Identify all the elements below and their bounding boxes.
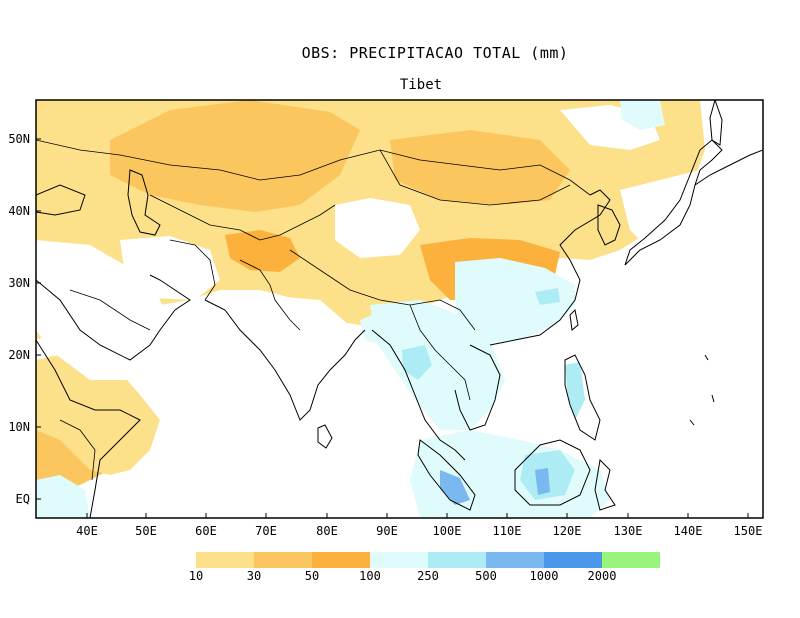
precip-region-white-japan-sea — [620, 160, 763, 265]
lon-tick-labels: 40E 50E 60E 70E 80E 90E 100E 110E 120E 1… — [76, 524, 762, 538]
precip-region-light-yellow-africa — [36, 350, 160, 475]
legend-label: 2000 — [587, 569, 617, 583]
lon-label: 150E — [734, 524, 763, 538]
lon-label: 130E — [614, 524, 643, 538]
legend-colorbar — [196, 552, 660, 568]
border-iran-afghan — [169, 239, 216, 301]
precip-region-cyan-indochina — [370, 300, 505, 430]
lon-label: 120E — [553, 524, 582, 538]
precip-region-cyan-east-africa — [36, 475, 90, 518]
lat-label: 20N — [8, 348, 30, 362]
coast-sumatra — [417, 439, 476, 511]
border-himalaya — [289, 249, 476, 331]
coast-pacific-islands — [689, 354, 715, 426]
lat-label: 40N — [8, 204, 30, 218]
coast-japan — [624, 139, 723, 266]
legend-label: 250 — [417, 569, 439, 583]
coast-china-east — [489, 189, 611, 346]
legend-label: 50 — [304, 569, 320, 583]
coast-sulawesi — [594, 458, 616, 511]
lat-label: EQ — [16, 492, 30, 506]
legend-label: 100 — [359, 569, 381, 583]
legend-label: 1000 — [529, 569, 559, 583]
lat-label: 50N — [8, 132, 30, 146]
legend-swatch — [544, 552, 602, 568]
legend-swatch — [196, 552, 254, 568]
lon-label: 70E — [255, 524, 277, 538]
country-borders — [36, 139, 591, 481]
coast-sri-lanka — [317, 424, 333, 449]
precip-region-cyan-south-china — [455, 258, 575, 345]
legend-label: 30 — [246, 569, 262, 583]
coast-borneo — [514, 439, 591, 506]
map-title: OBS: PRECIPITACAO TOTAL (mm) — [301, 44, 569, 62]
coastlines — [36, 100, 763, 518]
coast-sakhalin — [709, 100, 723, 146]
precip-region-blue-myanmar — [402, 345, 432, 380]
precip-region-orange-central-asia — [110, 100, 360, 212]
legend-label: 10 — [188, 569, 204, 583]
legend-swatch — [602, 552, 660, 568]
legend-swatch — [428, 552, 486, 568]
coast-caspian — [127, 169, 161, 236]
coast-ne-asia — [694, 149, 763, 186]
coast-korea — [597, 204, 621, 246]
coast-bay-bengal-east — [371, 329, 466, 461]
lon-label: 60E — [195, 524, 217, 538]
lon-label: 140E — [674, 524, 703, 538]
legend-label: 500 — [475, 569, 497, 583]
coast-red-sea-horn — [36, 339, 141, 518]
legend-swatch — [254, 552, 312, 568]
precip-region-cyan-ne-russia — [620, 100, 665, 130]
coast-indochina — [454, 344, 501, 431]
coast-black-sea — [36, 184, 86, 216]
lat-label: 30N — [8, 276, 30, 290]
border-russia-south — [36, 139, 591, 196]
tick-marks — [36, 138, 749, 518]
border-indochina — [409, 304, 471, 401]
border-china-mongolia — [379, 149, 571, 206]
lon-label: 50E — [135, 524, 157, 538]
coast-taiwan — [569, 308, 579, 331]
coast-arabia-gulf — [36, 274, 191, 361]
precip-fields — [36, 100, 763, 518]
coast-india — [204, 299, 366, 421]
border-arabia — [69, 289, 151, 331]
map-subtitle: Tibet — [399, 77, 443, 93]
precip-region-white-india — [215, 295, 360, 420]
map-frame — [35, 99, 764, 519]
coast-philippines — [564, 354, 601, 441]
precip-region-white-tarim — [335, 198, 420, 258]
precip-region-blue-borneo-core — [535, 468, 550, 495]
border-africa — [59, 419, 96, 481]
precip-region-cyan-bay-of-bengal — [360, 310, 395, 345]
lat-tick-labels: 50N 40N 30N 20N 10N EQ — [8, 132, 30, 506]
lon-label: 40E — [76, 524, 98, 538]
legend-swatch — [486, 552, 544, 568]
legend-swatch — [370, 552, 428, 568]
lon-label: 80E — [316, 524, 338, 538]
lat-label: 10N — [8, 420, 30, 434]
legend-swatch — [312, 552, 370, 568]
lon-label: 110E — [493, 524, 522, 538]
precip-region-blue-yangtze — [535, 288, 560, 305]
lon-label: 90E — [376, 524, 398, 538]
border-central-asia — [149, 194, 336, 241]
border-pakistan-india — [239, 259, 301, 331]
lon-label: 100E — [433, 524, 462, 538]
precip-region-white-iran — [120, 236, 220, 300]
